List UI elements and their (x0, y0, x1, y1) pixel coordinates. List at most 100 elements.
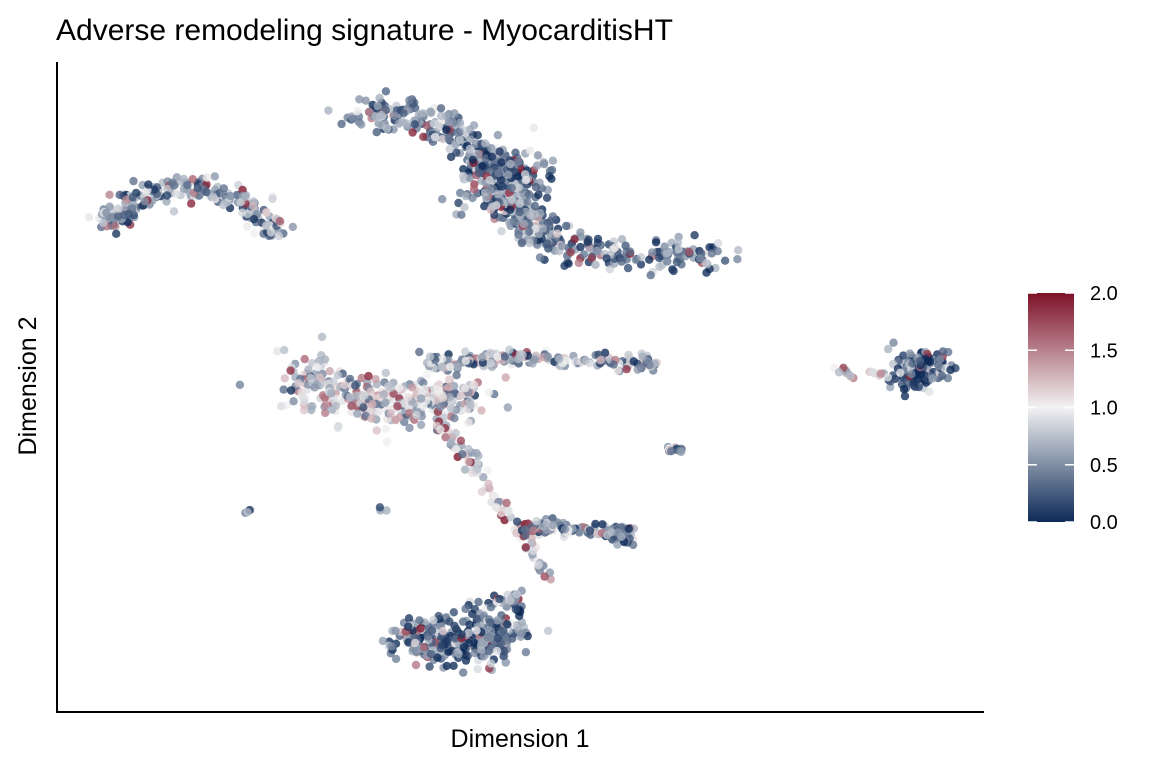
scatter-point (412, 410, 421, 420)
scatter-point (514, 230, 523, 239)
scatter-point (486, 348, 495, 357)
scatter-point (423, 370, 432, 379)
scatter-point (637, 363, 646, 372)
scatter-point (411, 660, 421, 670)
scatter-point (486, 186, 495, 195)
scatter-point (219, 184, 228, 193)
scatter-point (533, 151, 543, 160)
scatter-point (560, 525, 570, 534)
scatter-point (387, 642, 396, 651)
scatter-point (629, 357, 638, 366)
scatter-point (394, 383, 404, 392)
scatter-point (506, 596, 515, 605)
scatter-point (297, 388, 306, 397)
scatter-point (393, 402, 402, 411)
scatter-point (655, 253, 664, 263)
scatter-point (469, 185, 479, 194)
scatter-point (521, 648, 531, 657)
scatter-point (625, 247, 635, 256)
scatter-point (333, 423, 343, 433)
scatter-point (544, 626, 553, 636)
scatter-point (480, 202, 489, 211)
scatter-point (279, 385, 288, 394)
scatter-point (437, 362, 446, 371)
scatter-point (566, 248, 575, 257)
scatter-point (382, 437, 392, 446)
scatter-point (307, 405, 316, 415)
scatter-point (487, 152, 497, 161)
scatter-point (179, 174, 188, 184)
scatter-point (367, 414, 376, 423)
scatter-point (585, 244, 594, 253)
scatter-point (553, 229, 562, 238)
scatter-point (525, 227, 534, 236)
scatter-point (248, 201, 258, 211)
scatter-point (445, 393, 454, 402)
scatter-point (400, 399, 409, 408)
scatter-point (707, 249, 716, 258)
scatter-point (327, 389, 336, 398)
scatter-point (543, 352, 552, 361)
scatter-point (429, 616, 438, 625)
scatter-point (530, 201, 540, 211)
scatter-point (404, 638, 413, 647)
scatter-point (306, 373, 315, 383)
scatter-point (416, 624, 425, 633)
scatter-point (405, 423, 414, 433)
scatter-point (235, 380, 245, 389)
scatter-point (946, 365, 955, 375)
scatter-point (430, 132, 440, 142)
scatter-point (546, 216, 555, 226)
scatter-point (468, 155, 478, 164)
scatter-point (504, 507, 513, 516)
scatter-point (399, 109, 408, 118)
scatter-point (557, 241, 567, 251)
scatter-point (498, 182, 507, 191)
scatter-point (596, 356, 605, 365)
scatter-point (345, 393, 355, 402)
scatter-point (899, 351, 908, 360)
colorbar-tick-label: 1.5 (1090, 340, 1118, 362)
scatter-point (452, 371, 461, 380)
scatter-point (353, 107, 362, 116)
scatter-point (455, 135, 464, 144)
scatter-point (867, 367, 877, 376)
scatter-point (375, 93, 384, 103)
scatter-point (375, 503, 385, 512)
scatter-point (465, 620, 474, 629)
scatter-point (446, 404, 456, 413)
scatter-point (562, 221, 571, 231)
scatter-point (355, 95, 364, 104)
scatter-point (304, 365, 313, 374)
scatter-point (398, 117, 407, 127)
scatter-point (473, 464, 482, 474)
scatter-point (381, 87, 391, 96)
scatter-point (419, 109, 428, 118)
scatter-point (696, 254, 705, 263)
scatter-point (486, 603, 496, 612)
scatter-point (455, 118, 465, 128)
scatter-point (491, 503, 500, 512)
scatter-point (548, 520, 557, 530)
scatter-point (429, 119, 439, 128)
scatter-point (347, 401, 356, 410)
scatter-point (474, 597, 483, 607)
scatter-point (372, 128, 381, 137)
scatter-point (449, 608, 458, 617)
scatter-point (478, 162, 487, 171)
scatter-point (405, 96, 414, 105)
scatter-point (884, 344, 893, 354)
scatter-point (485, 176, 494, 185)
scatter-point (289, 397, 298, 406)
scatter-point (530, 355, 539, 364)
scatter-point (351, 381, 360, 390)
scatter-point (150, 185, 159, 194)
scatter-point (492, 646, 502, 656)
scatter-point (163, 184, 172, 194)
scatter-point (445, 362, 455, 372)
scatter-point (321, 400, 331, 409)
scatter-point (638, 352, 647, 361)
colorbar-tick-label: 2.0 (1090, 283, 1118, 305)
scatter-point (99, 218, 108, 227)
scatter-point (129, 176, 138, 186)
